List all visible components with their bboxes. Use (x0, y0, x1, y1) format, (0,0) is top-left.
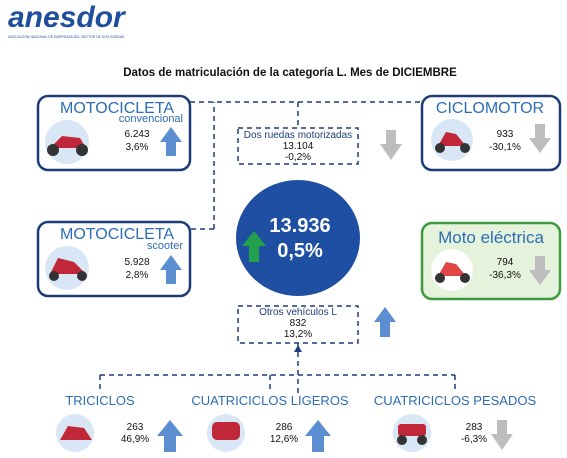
box-subtitle: convencional (119, 113, 183, 125)
infographic: anesdor ASOCIACIÓN NACIONAL DE EMPRESAS … (0, 0, 567, 453)
box-title: Moto eléctrica (438, 228, 544, 247)
logo: anesdor (8, 1, 127, 34)
total-change: 0,5% (277, 240, 323, 262)
box-subtitle: scooter (147, 240, 183, 252)
label: Otros vehículos L (259, 307, 337, 318)
total-value: 13.936 (269, 215, 330, 237)
category-title: CUATRICICLOS LIGEROS (191, 393, 349, 408)
value: 6.243 (124, 129, 149, 140)
logo-subtitle: ASOCIACIÓN NACIONAL DE EMPRESAS DEL SECT… (8, 34, 125, 39)
value: 286 (276, 422, 293, 433)
up-arrow (305, 420, 331, 452)
value: 263 (127, 422, 144, 433)
change: -36,3% (489, 270, 521, 281)
up-arrow (157, 420, 183, 452)
connector-arrow (294, 345, 302, 352)
change: 2,8% (126, 270, 149, 281)
down-arrow (491, 420, 513, 450)
change: -0,2% (285, 152, 311, 163)
title: Datos de matriculación de la categoría L… (123, 67, 457, 79)
change: 12,6% (270, 434, 298, 445)
change: -30,1% (489, 142, 521, 153)
change: 3,6% (126, 142, 149, 153)
change: -6,3% (461, 434, 487, 445)
value: 794 (497, 257, 514, 268)
label: Dos ruedas motorizadas (244, 130, 352, 141)
category-title: CUATRICICLOS PESADOS (374, 393, 537, 408)
down-arrow (380, 130, 402, 160)
value: 832 (290, 318, 307, 329)
change: 46,9% (121, 434, 149, 445)
box-title: CICLOMOTOR (436, 100, 544, 117)
value: 283 (466, 422, 483, 433)
value: 5.928 (124, 257, 149, 268)
category-title: TRICICLOS (65, 393, 135, 408)
change: 13,2% (284, 329, 312, 340)
value: 933 (497, 129, 514, 140)
up-arrow (374, 307, 396, 337)
value: 13.104 (283, 141, 314, 152)
